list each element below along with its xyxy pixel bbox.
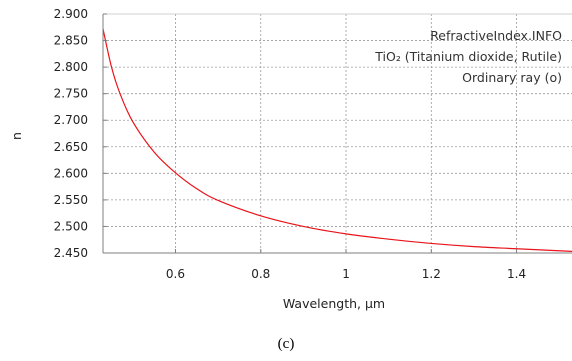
y-axis-ticks: 2.450 2.500 2.550 2.600 2.650 2.700 2.750 2.800… bbox=[54, 7, 107, 260]
y-tick-label: 2.650 bbox=[54, 140, 88, 154]
x-tick-label: 1.2 bbox=[422, 267, 441, 281]
series-line bbox=[102, 28, 572, 253]
x-axis-ticks: 0.6 0.8 1 1.2 1.4 bbox=[166, 249, 526, 281]
y-tick-label: 2.550 bbox=[54, 193, 88, 207]
y-axis-label: n bbox=[9, 132, 24, 140]
annotation-source: RefractiveIndex.INFO bbox=[430, 28, 562, 43]
annotation-ray: Ordinary ray (o) bbox=[462, 70, 562, 85]
plot-frame bbox=[102, 13, 572, 254]
y-tick-label: 2.900 bbox=[54, 7, 88, 21]
figure-caption: (c) bbox=[278, 336, 295, 352]
annotation-material: TiO₂ (Titanium dioxide, Rutile) bbox=[374, 49, 562, 64]
x-axis-label: Wavelength, µm bbox=[283, 296, 385, 311]
y-tick-label: 2.450 bbox=[54, 246, 88, 260]
y-tick-label: 2.750 bbox=[54, 87, 88, 101]
x-tick-label: 0.8 bbox=[251, 267, 270, 281]
y-tick-label: 2.700 bbox=[54, 113, 88, 127]
x-tick-label: 0.6 bbox=[166, 267, 185, 281]
y-tick-label: 2.800 bbox=[54, 60, 88, 74]
x-tick-label: 1 bbox=[342, 267, 350, 281]
y-tick-label: 2.850 bbox=[54, 34, 88, 48]
x-tick-label: 1.4 bbox=[507, 267, 526, 281]
plot-area-background bbox=[103, 14, 572, 253]
y-tick-label: 2.600 bbox=[54, 166, 88, 180]
y-tick-label: 2.500 bbox=[54, 219, 88, 233]
